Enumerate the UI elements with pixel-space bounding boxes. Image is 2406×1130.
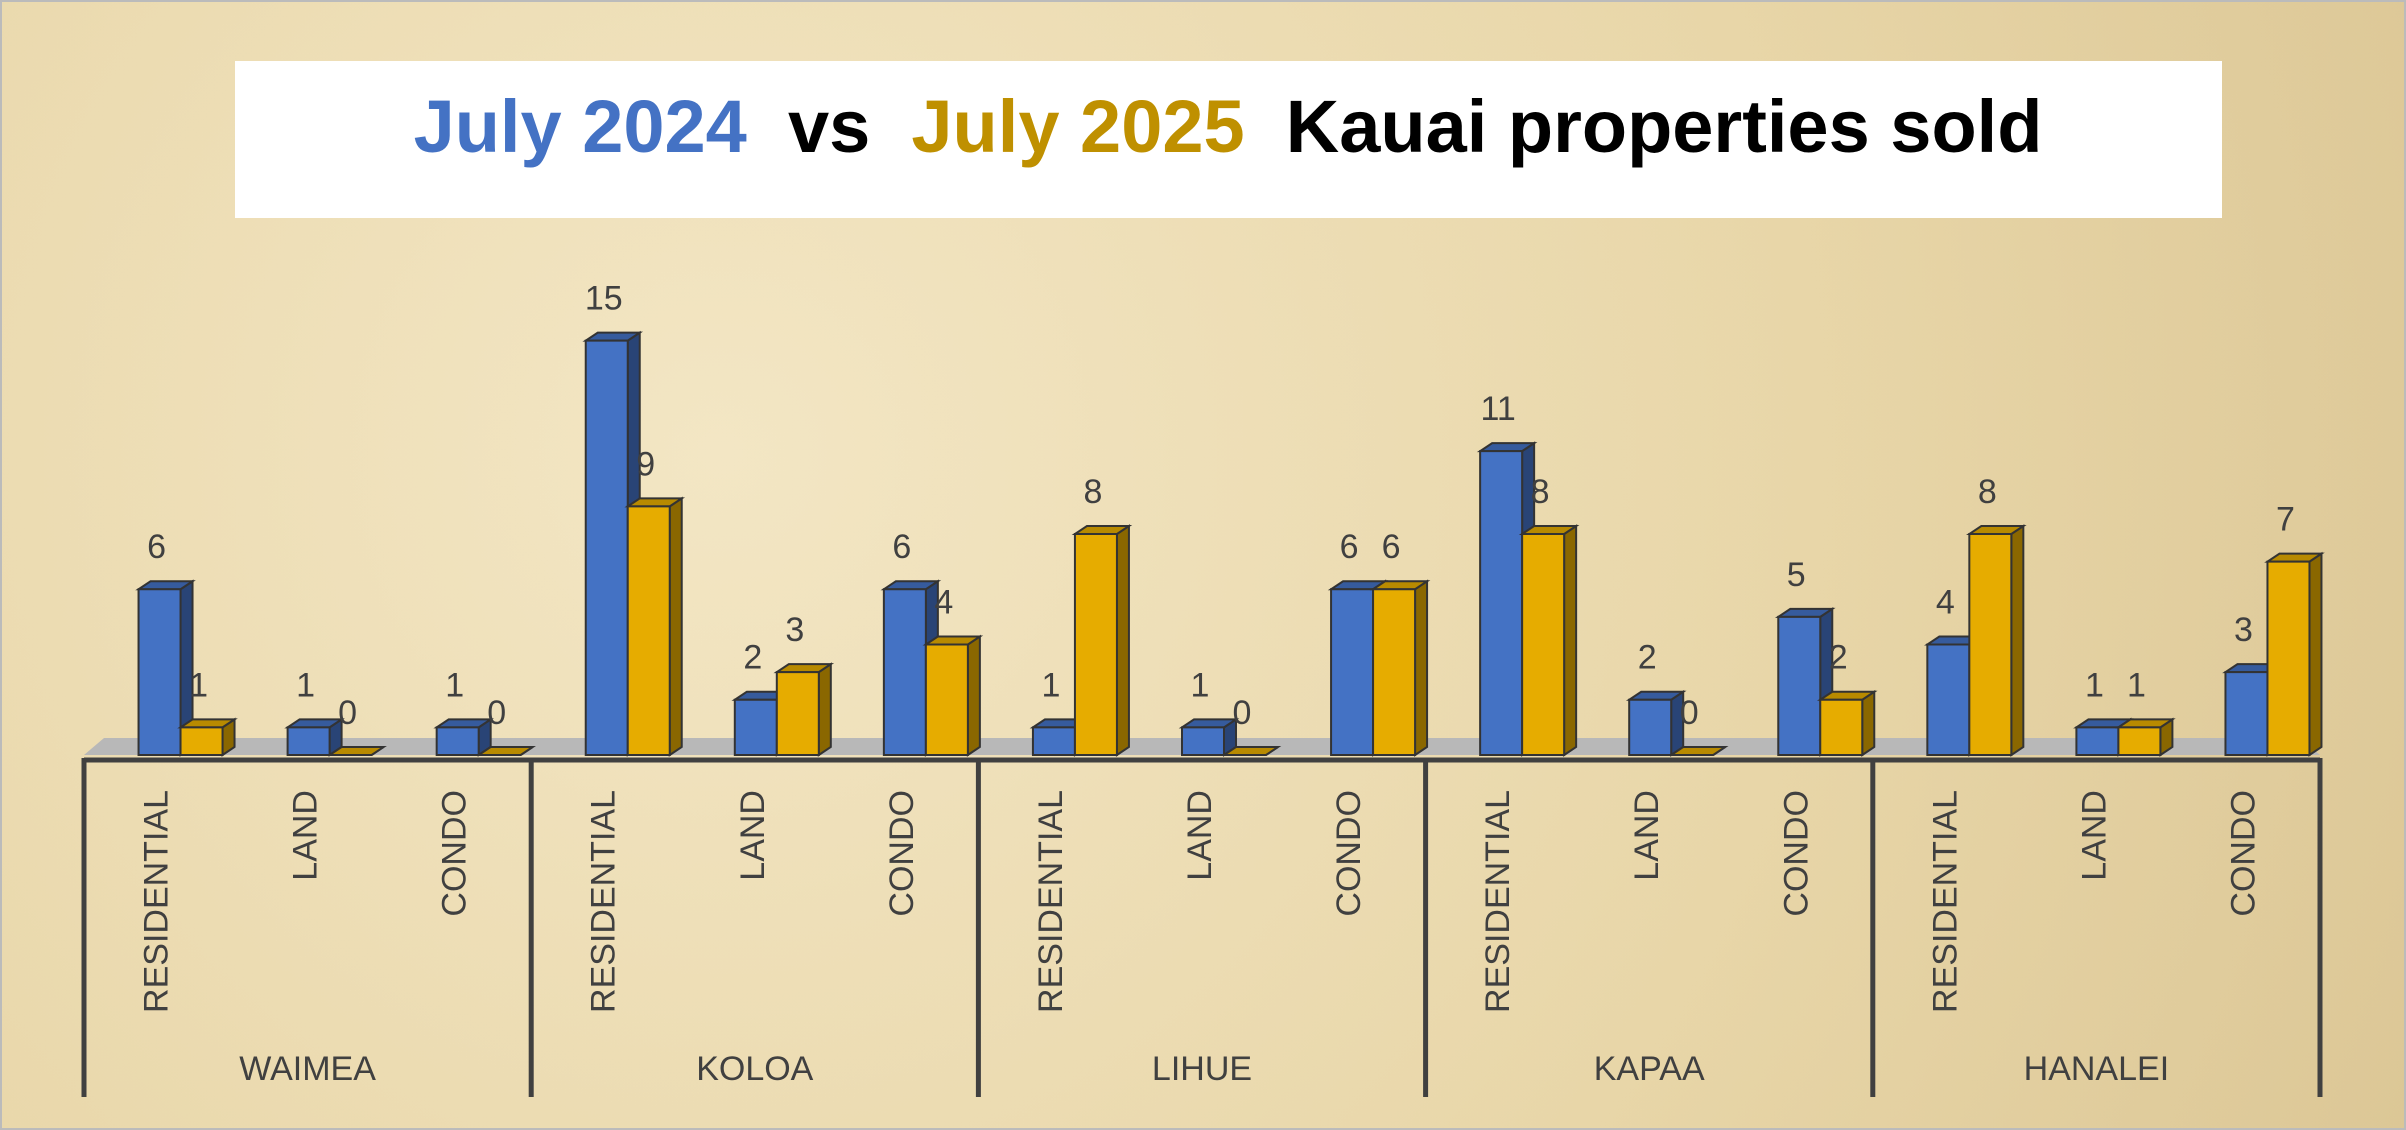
bar: [924, 643, 969, 756]
bar: [2117, 726, 2162, 756]
bar-top: [475, 746, 536, 756]
bar: [286, 726, 331, 756]
x-tick-label: LAND: [1181, 790, 1219, 881]
value-label: 1: [2127, 666, 2146, 704]
x-tick-label: LAND: [2075, 790, 2113, 881]
value-label: 6: [892, 528, 911, 566]
bar: [1031, 726, 1076, 756]
value-label: 6: [147, 528, 166, 566]
bar-top: [326, 746, 387, 756]
bar: [2224, 671, 2269, 756]
group-label: HANALEI: [2024, 1050, 2170, 1088]
bar: [733, 698, 778, 756]
value-label: 1: [1041, 666, 1060, 704]
bar: [1819, 698, 1864, 756]
value-label: 11: [1480, 390, 1515, 428]
title-box: [235, 61, 2222, 218]
bar: [626, 505, 671, 756]
value-label: 15: [585, 280, 623, 318]
value-label: 2: [1829, 639, 1848, 677]
value-label: 1: [445, 666, 464, 704]
value-label: 1: [189, 666, 208, 704]
bar: [1330, 588, 1375, 756]
value-label: 0: [1680, 694, 1699, 732]
x-tick-label: RESIDENTIAL: [1926, 790, 1964, 1013]
value-label: 1: [2085, 666, 2104, 704]
x-tick-label: LAND: [1628, 790, 1666, 881]
chart-title: July 2024 vs July 2025 Kauai properties …: [414, 85, 2043, 168]
bar: [137, 588, 182, 756]
bar: [1628, 698, 1673, 756]
value-label: 3: [2234, 611, 2253, 649]
bar-side: [966, 634, 981, 757]
value-label: 5: [1787, 556, 1806, 594]
bar: [2266, 560, 2311, 756]
x-tick-label: LAND: [734, 790, 772, 881]
bar-side: [1563, 524, 1578, 757]
x-tick-label: RESIDENTIAL: [1032, 790, 1070, 1013]
x-tick-label: CONDO: [883, 790, 921, 917]
bar-side: [817, 662, 832, 757]
x-tick-label: CONDO: [2224, 790, 2262, 917]
x-tick-label: RESIDENTIAL: [585, 790, 623, 1013]
bar: [1777, 615, 1822, 756]
bar-top: [1220, 746, 1282, 756]
value-label: 0: [487, 694, 506, 732]
value-label: 3: [785, 611, 804, 649]
x-tick-label: CONDO: [1777, 790, 1815, 917]
value-label: 8: [1531, 473, 1550, 511]
group-label: KAPAA: [1594, 1050, 1705, 1088]
value-label: 1: [1191, 666, 1210, 704]
bar-side: [1861, 689, 1876, 757]
x-tick-label: RESIDENTIAL: [138, 790, 176, 1013]
value-label: 7: [2276, 501, 2295, 539]
bar: [882, 588, 927, 756]
bar: [435, 726, 480, 756]
value-label: 4: [1936, 583, 1955, 621]
x-tick-label: CONDO: [436, 790, 474, 917]
bar: [179, 726, 224, 756]
bar: [1479, 450, 1524, 756]
title-part: vs: [788, 85, 870, 168]
bar: [1372, 588, 1417, 756]
x-tick-label: RESIDENTIAL: [1479, 790, 1517, 1013]
value-label: 1: [296, 666, 315, 704]
title-part: July 2024: [414, 85, 747, 168]
value-label: 2: [743, 639, 762, 677]
value-label: 8: [1978, 473, 1997, 511]
value-label: 0: [1233, 694, 1252, 732]
group-label: LIHUE: [1152, 1050, 1252, 1088]
bar: [1073, 533, 1118, 756]
value-label: 6: [1382, 528, 1401, 566]
x-tick-label: LAND: [287, 790, 325, 881]
bar: [2075, 726, 2120, 756]
value-label: 0: [338, 694, 357, 732]
x-tick-label: CONDO: [1330, 790, 1368, 917]
bar: [1521, 533, 1566, 756]
bar-top: [1667, 746, 1729, 756]
bar: [1926, 643, 1971, 756]
group-label: WAIMEA: [239, 1050, 376, 1088]
bar: [1181, 726, 1225, 756]
title-part: July 2025: [911, 85, 1244, 168]
bar-side: [2010, 524, 2025, 757]
bar-side: [668, 496, 683, 757]
value-label: 8: [1083, 473, 1102, 511]
bar: [1968, 533, 2013, 756]
bar-side: [2308, 551, 2323, 757]
title-part: Kauai properties sold: [1286, 85, 2043, 168]
value-label: 9: [636, 445, 655, 483]
value-label: 4: [934, 583, 953, 621]
bar-side: [1414, 579, 1429, 757]
bar: [584, 339, 629, 756]
bar-side: [1115, 524, 1130, 757]
value-label: 2: [1638, 639, 1657, 677]
value-label: 6: [1340, 528, 1359, 566]
bar: [775, 671, 820, 756]
group-label: KOLOA: [696, 1050, 813, 1088]
